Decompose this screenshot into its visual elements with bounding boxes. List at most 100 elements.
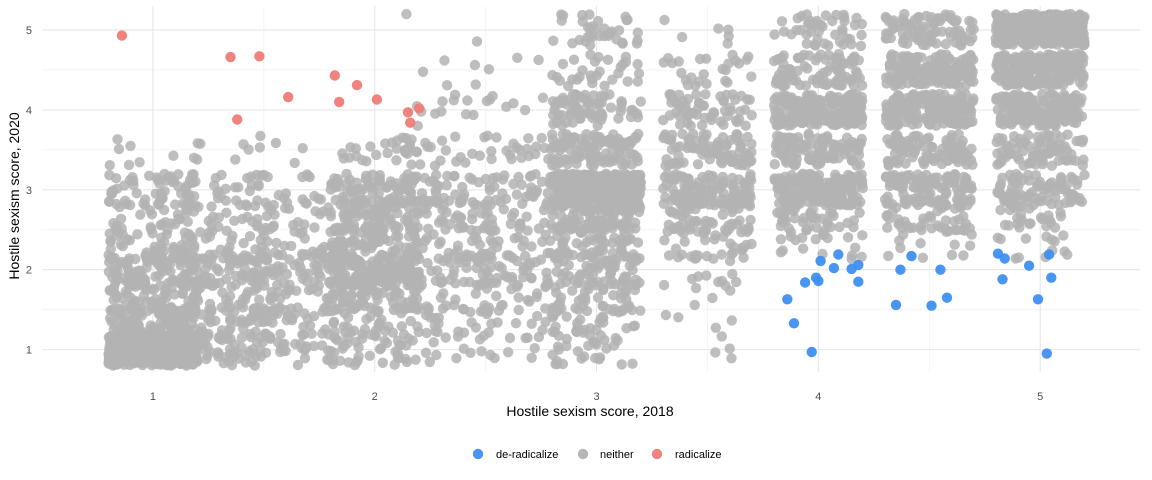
point-neither <box>631 38 643 49</box>
point-neither <box>107 252 118 263</box>
point-neither <box>797 243 809 254</box>
point-neither <box>239 250 250 261</box>
point-neither <box>421 301 433 312</box>
point-neither <box>188 243 200 254</box>
point-neither <box>201 258 213 269</box>
point-neither <box>968 93 979 104</box>
point-neither <box>907 67 918 78</box>
point-neither <box>260 328 271 339</box>
point-neither <box>269 306 280 318</box>
point-neither <box>856 251 867 262</box>
point-neither <box>526 352 537 363</box>
point-neither <box>560 193 571 204</box>
point-neither <box>260 197 271 208</box>
point-neither <box>562 249 574 261</box>
point-neither <box>691 89 702 101</box>
point-neither <box>178 269 190 281</box>
point-neither <box>688 108 699 119</box>
point-neither <box>480 278 491 289</box>
point-neither <box>955 39 966 50</box>
point-neither <box>202 278 214 289</box>
point-neither <box>103 266 115 277</box>
point-neither <box>413 269 424 281</box>
point-neither <box>547 160 558 171</box>
point-neither <box>787 140 798 152</box>
point-neither <box>486 146 497 157</box>
point-neither <box>212 188 223 199</box>
point-neither <box>134 157 145 168</box>
point-neither <box>182 216 193 227</box>
point-neither <box>921 10 932 22</box>
point-neither <box>308 310 320 322</box>
point-neither <box>1058 230 1069 241</box>
point-neither <box>575 226 587 238</box>
point-neither <box>594 217 606 228</box>
point-neither <box>813 170 825 181</box>
point-neither <box>786 69 797 80</box>
point-neither <box>388 252 399 264</box>
point-neither <box>439 55 450 66</box>
point-neither <box>823 40 834 51</box>
point-neither <box>167 359 178 370</box>
point-neither <box>949 239 960 250</box>
point-neither <box>571 238 582 249</box>
point-neither <box>741 54 752 65</box>
point-neither <box>240 199 252 210</box>
point-neither <box>315 194 327 205</box>
point-neither <box>803 128 814 140</box>
point-neither <box>596 234 607 246</box>
point-neither <box>632 195 643 207</box>
point-neither <box>727 247 739 258</box>
point-neither <box>259 313 270 325</box>
point-neither <box>147 326 158 337</box>
point-neither <box>188 152 200 163</box>
point-neither <box>551 71 563 83</box>
point-neither <box>923 150 934 161</box>
point-neither <box>730 94 741 105</box>
point-neither <box>451 353 462 364</box>
point-neither <box>575 197 586 208</box>
point-neither <box>252 195 263 206</box>
point-neither <box>941 138 952 150</box>
point-neither <box>630 280 641 291</box>
point-neither <box>745 214 756 226</box>
point-neither <box>414 253 425 265</box>
point-neither <box>513 304 524 316</box>
point-neither <box>608 290 619 301</box>
point-neither <box>951 194 963 205</box>
point-neither <box>570 217 581 228</box>
point-neither <box>391 178 402 189</box>
point-neither <box>745 156 756 167</box>
point-neither <box>190 303 201 315</box>
point-neither <box>225 323 236 334</box>
point-neither <box>422 258 433 269</box>
point-neither <box>483 327 494 338</box>
point-neither <box>774 113 785 124</box>
point-neither <box>962 150 974 161</box>
point-neither <box>374 263 385 274</box>
point-neither <box>882 197 893 208</box>
point-neither <box>288 219 299 231</box>
point-neither <box>568 54 580 65</box>
point-neither <box>445 219 456 230</box>
point-neither <box>451 156 462 167</box>
point-neither <box>329 253 341 265</box>
point-neither <box>910 197 921 208</box>
point-neither <box>592 292 604 303</box>
point-neither <box>511 142 522 153</box>
point-neither <box>932 206 943 217</box>
point-neither <box>372 287 384 298</box>
point-neither <box>610 332 621 344</box>
point-neither <box>965 182 977 194</box>
point-neither <box>925 212 937 223</box>
point-neither <box>560 168 571 179</box>
point-neither <box>832 64 843 76</box>
point-neither <box>593 51 604 63</box>
point-neither <box>801 103 812 115</box>
point-neither <box>128 357 139 368</box>
point-neither <box>299 353 311 364</box>
point-neither <box>344 210 355 221</box>
point-neither <box>180 332 191 344</box>
point-neither <box>1013 252 1024 263</box>
point-neither <box>770 105 781 116</box>
